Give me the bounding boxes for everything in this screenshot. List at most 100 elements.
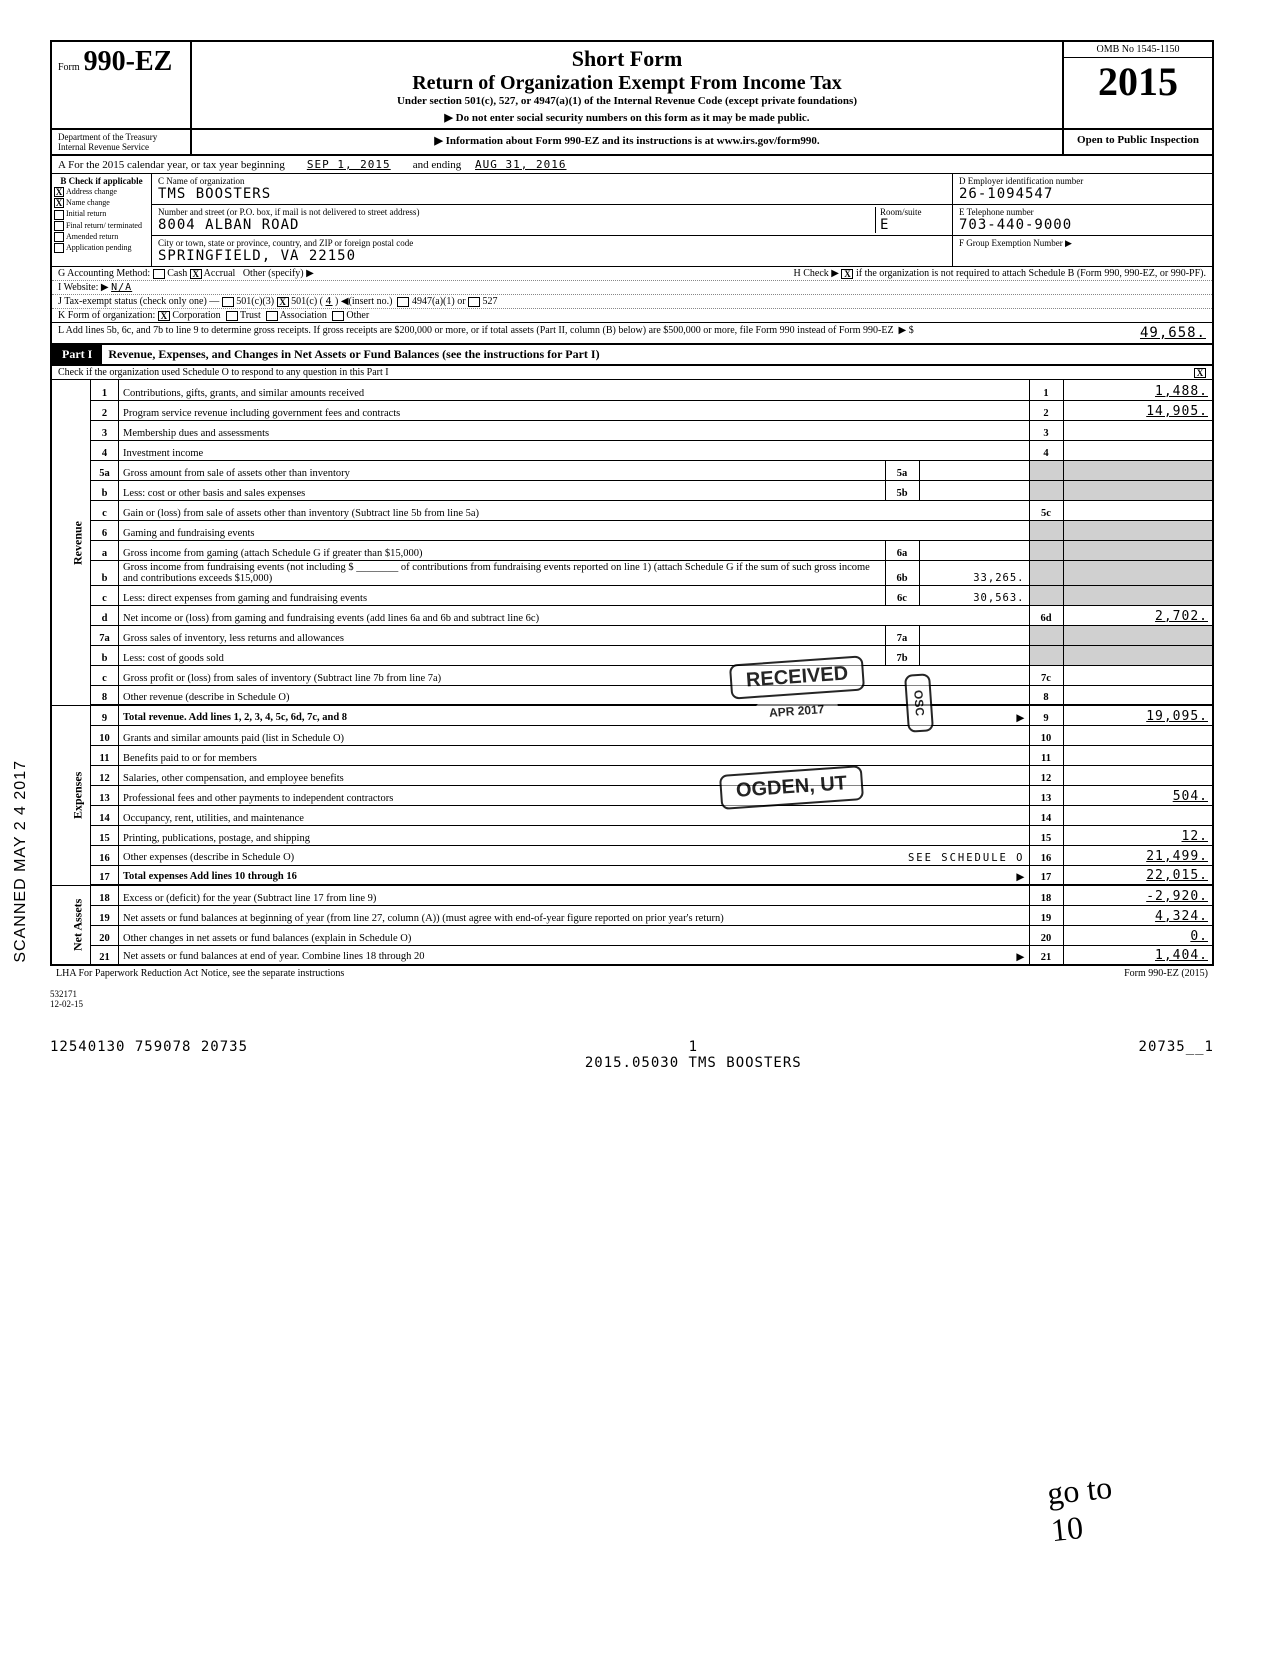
ein-value: 26-1094547 — [959, 186, 1206, 202]
room-label: Room/suite — [880, 207, 946, 217]
line-g-h: G Accounting Method: Cash X Accrual Othe… — [52, 267, 1212, 281]
small-code: 532171 12-02-15 — [50, 989, 1214, 1009]
l-text: L Add lines 5b, 6c, and 7b to line 9 to … — [58, 325, 894, 336]
side-scan-stamp: SCANNED MAY 2 4 2017 — [12, 760, 30, 963]
line-i: I Website: ▶ N/A — [52, 281, 1212, 295]
chk-app-pending-box — [54, 243, 64, 253]
j-501c-box[interactable]: X — [277, 297, 289, 307]
chk-initial[interactable]: Initial return — [54, 208, 149, 219]
foot-mid: 2015.05030 TMS BOOSTERS — [585, 1055, 802, 1071]
street-label: Number and street (or P.O. box, if mail … — [158, 207, 871, 217]
omb-number: OMB No 1545-1150 — [1064, 42, 1212, 58]
phone-row: E Telephone number 703-440-9000 — [953, 205, 1212, 236]
k-label: K Form of organization: — [58, 310, 155, 321]
chk-final-box — [54, 221, 64, 231]
k-trust-box[interactable] — [226, 311, 238, 321]
line-l: L Add lines 5b, 6c, and 7b to line 9 to … — [50, 323, 1214, 345]
chk-amended-box — [54, 232, 64, 242]
lha-notice: LHA For Paperwork Reduction Act Notice, … — [56, 968, 344, 979]
line-6b: b Gross income from fundraising events (… — [51, 560, 1213, 585]
j-527-box[interactable] — [468, 297, 480, 307]
expenses-side-label: Expenses — [51, 705, 91, 885]
form-title-box: Short Form Return of Organization Exempt… — [192, 42, 1062, 128]
c-label: C Name of organization — [158, 176, 946, 186]
chk-amended[interactable]: Amended return — [54, 231, 149, 242]
chk-app-pending[interactable]: Application pending — [54, 242, 149, 253]
foot-page-num: 1 — [585, 1039, 802, 1055]
period-row: A For the 2015 calendar year, or tax yea… — [50, 156, 1214, 174]
netassets-side-label: Net Assets — [51, 885, 91, 965]
footer-row: LHA For Paperwork Reduction Act Notice, … — [50, 966, 1214, 981]
part1-header: Part I Revenue, Expenses, and Changes in… — [50, 345, 1214, 366]
chk-address-change[interactable]: XAddress change — [54, 186, 149, 197]
city-row: City or town, state or province, country… — [152, 236, 952, 266]
page-footer: 12540130 759078 20735 1 2015.05030 TMS B… — [50, 1039, 1214, 1071]
name-address-block: C Name of organization TMS BOOSTERS Numb… — [152, 174, 952, 266]
h-label: H Check ▶ — [794, 268, 839, 279]
line-13: 13 Professional fees and other payments … — [51, 785, 1213, 805]
part1-check-box[interactable]: X — [1194, 368, 1206, 378]
form-header: Form 990-EZ Short Form Return of Organiz… — [50, 40, 1214, 130]
line-3: 3 Membership dues and assessments 3 — [51, 420, 1213, 440]
entity-block: B Check if applicable XAddress change XN… — [50, 174, 1214, 267]
line-14: 14 Occupancy, rent, utilities, and maint… — [51, 805, 1213, 825]
l-arrow: ▶ $ — [899, 325, 914, 336]
period-begin: SEP 1, 2015 — [307, 158, 391, 171]
line-7a: 7a Gross sales of inventory, less return… — [51, 625, 1213, 645]
city-label: City or town, state or province, country… — [158, 238, 946, 248]
k-assoc-box[interactable] — [266, 311, 278, 321]
line-12: 12 Salaries, other compensation, and emp… — [51, 765, 1213, 785]
line-16-extra: SEE SCHEDULE O — [908, 852, 1025, 864]
foot-right: 20735__1 — [1139, 1039, 1214, 1071]
j-label: J Tax-exempt status (check only one) — — [58, 296, 219, 307]
check-b-header: B Check if applicable — [54, 176, 149, 186]
line-10: 10 Grants and similar amounts paid (list… — [51, 725, 1213, 745]
org-name: TMS BOOSTERS — [158, 186, 946, 202]
k-corp-box[interactable]: X — [158, 311, 170, 321]
line-20: 20 Other changes in net assets or fund b… — [51, 925, 1213, 945]
g-cash-box[interactable] — [153, 269, 165, 279]
k-other-box[interactable] — [332, 311, 344, 321]
f-label: F Group Exemption Number ▶ — [959, 238, 1206, 249]
subtitle: Under section 501(c), 527, or 4947(a)(1)… — [202, 95, 1052, 107]
title-return: Return of Organization Exempt From Incom… — [202, 72, 1052, 95]
line-15: 15 Printing, publications, postage, and … — [51, 825, 1213, 845]
line-9: Expenses 9 Total revenue. Add lines 1, 2… — [51, 705, 1213, 725]
part1-tab: Part I — [52, 345, 102, 364]
period-mid: and ending — [413, 159, 462, 171]
line-17: 17 Total expenses Add lines 10 through 1… — [51, 865, 1213, 885]
check-b-column: B Check if applicable XAddress change XN… — [52, 174, 152, 266]
period-end: AUG 31, 2016 — [475, 158, 566, 171]
part1-title: Revenue, Expenses, and Changes in Net As… — [102, 345, 1212, 364]
revenue-side-label: Revenue — [51, 380, 91, 705]
line-11: 11 Benefits paid to or for members 11 — [51, 745, 1213, 765]
d-label: D Employer identification number — [959, 176, 1206, 186]
line-k: K Form of organization: X Corporation Tr… — [52, 309, 1212, 322]
line-19: 19 Net assets or fund balances at beginn… — [51, 905, 1213, 925]
j-501c-num: 4 — [326, 296, 333, 307]
j-5013-box[interactable] — [222, 297, 234, 307]
line-1: Revenue 1 Contributions, gifts, grants, … — [51, 380, 1213, 400]
line-16: 16 Other expenses (describe in Schedule … — [51, 845, 1213, 865]
line-6a: a Gross income from gaming (attach Sched… — [51, 540, 1213, 560]
chk-name-change[interactable]: XName change — [54, 197, 149, 208]
city-value: SPRINGFIELD, VA 22150 — [158, 248, 946, 264]
line-6d: d Net income or (loss) from gaming and f… — [51, 605, 1213, 625]
g-accrual-box[interactable]: X — [190, 269, 202, 279]
i-label: I Website: ▶ — [58, 282, 109, 293]
chk-name-change-box: X — [54, 198, 64, 208]
part1-check-text: Check if the organization used Schedule … — [58, 367, 389, 378]
tax-year: 2015 — [1064, 58, 1212, 106]
street-row: Number and street (or P.O. box, if mail … — [152, 205, 952, 236]
line-21: 21 Net assets or fund balances at end of… — [51, 945, 1213, 965]
form-id-box: Form 990-EZ — [52, 42, 192, 128]
room-value: E — [880, 217, 946, 233]
h-box[interactable]: X — [841, 269, 853, 279]
chk-initial-box — [54, 210, 64, 220]
line-5a: 5a Gross amount from sale of assets othe… — [51, 460, 1213, 480]
chk-address-change-box: X — [54, 187, 64, 197]
group-row: F Group Exemption Number ▶ — [953, 236, 1212, 251]
org-name-row: C Name of organization TMS BOOSTERS — [152, 174, 952, 205]
j-4947-box[interactable] — [397, 297, 409, 307]
chk-final[interactable]: Final return/ terminated — [54, 220, 149, 231]
